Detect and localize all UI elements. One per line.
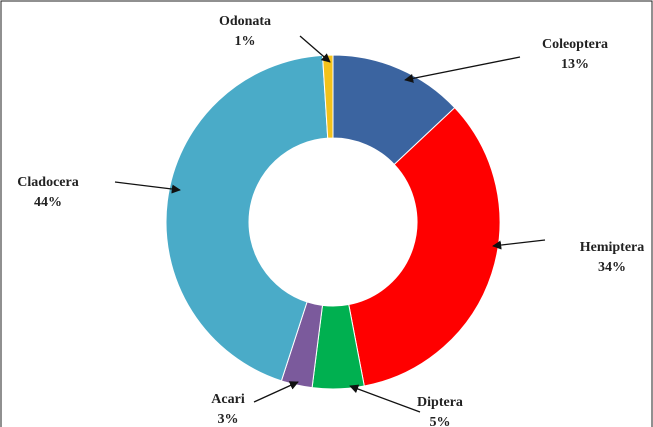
value-label: 5% bbox=[430, 415, 451, 427]
value-label: 44% bbox=[34, 195, 62, 210]
label-arrow bbox=[404, 56, 521, 83]
category-label: Hemiptera bbox=[580, 240, 645, 255]
donut-slice bbox=[165, 54, 329, 382]
label-arrow bbox=[253, 381, 299, 403]
category-label: Cladocera bbox=[17, 175, 78, 190]
value-label: 3% bbox=[218, 412, 239, 427]
value-label: 13% bbox=[561, 57, 589, 72]
category-label: Odonata bbox=[219, 14, 271, 29]
label-arrow bbox=[349, 384, 421, 413]
category-label: Coleoptera bbox=[542, 37, 608, 52]
value-label: 34% bbox=[598, 260, 626, 275]
donut-slice bbox=[348, 106, 501, 387]
category-label: Acari bbox=[211, 392, 245, 407]
label-arrow bbox=[114, 181, 181, 194]
category-label: Diptera bbox=[417, 395, 463, 410]
label-arrow bbox=[492, 239, 546, 250]
label-arrow bbox=[299, 35, 331, 63]
value-label: 1% bbox=[235, 34, 256, 49]
